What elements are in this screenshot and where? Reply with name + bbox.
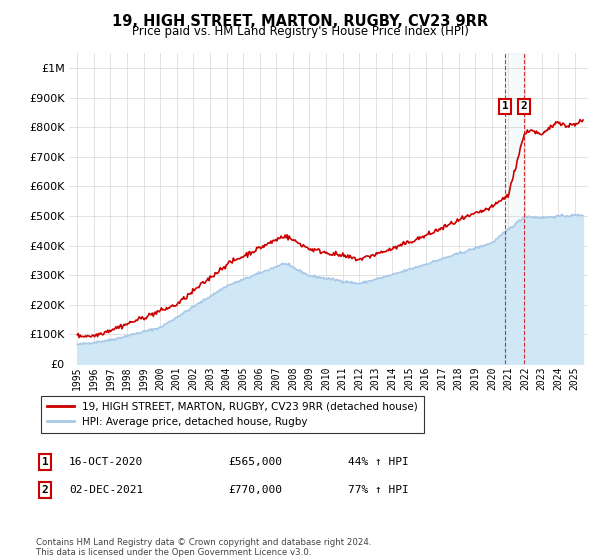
Text: 1: 1 <box>502 101 508 111</box>
Text: 02-DEC-2021: 02-DEC-2021 <box>69 485 143 495</box>
Text: 2: 2 <box>41 485 49 495</box>
Bar <box>505 53 524 364</box>
Text: £565,000: £565,000 <box>228 457 282 467</box>
Text: 1: 1 <box>41 457 49 467</box>
Text: 44% ↑ HPI: 44% ↑ HPI <box>348 457 409 467</box>
Text: 16-OCT-2020: 16-OCT-2020 <box>69 457 143 467</box>
Text: 77% ↑ HPI: 77% ↑ HPI <box>348 485 409 495</box>
Text: £770,000: £770,000 <box>228 485 282 495</box>
Text: 2: 2 <box>520 101 527 111</box>
Text: Contains HM Land Registry data © Crown copyright and database right 2024.
This d: Contains HM Land Registry data © Crown c… <box>36 538 371 557</box>
Text: 19, HIGH STREET, MARTON, RUGBY, CV23 9RR: 19, HIGH STREET, MARTON, RUGBY, CV23 9RR <box>112 14 488 29</box>
Text: Price paid vs. HM Land Registry's House Price Index (HPI): Price paid vs. HM Land Registry's House … <box>131 25 469 38</box>
Legend: 19, HIGH STREET, MARTON, RUGBY, CV23 9RR (detached house), HPI: Average price, d: 19, HIGH STREET, MARTON, RUGBY, CV23 9RR… <box>41 395 424 433</box>
